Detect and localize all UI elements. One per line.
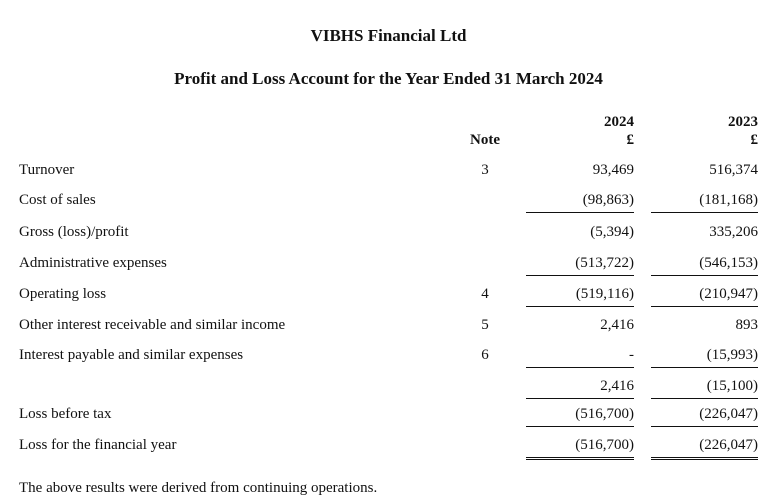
footer-note: The above results were derived from cont…: [19, 480, 378, 496]
row-value-2024: 2,416: [600, 317, 634, 333]
row-value-2023: (546,153): [651, 255, 758, 276]
row-value-2023: 335,206: [709, 224, 758, 240]
row-note: 4: [481, 286, 489, 302]
row-value-2023: (181,168): [651, 192, 758, 213]
row-value-2023: (15,100): [651, 378, 758, 399]
company-name: VIBHS Financial Ltd: [310, 26, 467, 45]
row-value-2024: (516,700): [526, 406, 634, 427]
row-value-2024: 2,416: [526, 378, 634, 399]
row-label: Gross (loss)/profit: [19, 224, 129, 240]
row-value-2024: -: [526, 347, 634, 368]
row-label: Cost of sales: [19, 192, 96, 208]
row-value-2024: (519,116): [526, 286, 634, 307]
currency-2024-header: £: [626, 132, 635, 148]
row-label: Other interest receivable and similar in…: [19, 317, 286, 333]
row-value-2024: (5,394): [590, 224, 634, 240]
row-note: 3: [481, 162, 489, 178]
year-2023-header: 2023: [728, 114, 758, 130]
row-label: Loss for the financial year: [19, 437, 177, 453]
statement-title: Profit and Loss Account for the Year End…: [174, 69, 603, 88]
row-value-2023: (15,993): [651, 347, 758, 368]
row-note: 5: [481, 317, 489, 333]
row-value-2024: (516,700): [526, 437, 634, 460]
row-value-2023: 516,374: [709, 162, 758, 178]
year-2024-header: 2024: [604, 114, 634, 130]
row-value-2024: (98,863): [526, 192, 634, 213]
row-note: 6: [481, 347, 489, 363]
row-value-2023: (226,047): [651, 437, 758, 460]
currency-2023-header: £: [750, 132, 759, 148]
row-label: Loss before tax: [19, 406, 112, 422]
row-label: Operating loss: [19, 286, 107, 302]
note-header: Note: [470, 132, 500, 148]
row-label: Interest payable and similar expenses: [19, 347, 244, 363]
row-value-2023: (210,947): [651, 286, 758, 307]
row-label: Turnover: [19, 162, 75, 178]
row-label: Administrative expenses: [19, 255, 167, 271]
row-value-2023: 893: [735, 317, 759, 333]
row-value-2024: 93,469: [592, 162, 634, 178]
row-value-2024: (513,722): [526, 255, 634, 276]
row-value-2023: (226,047): [651, 406, 758, 427]
